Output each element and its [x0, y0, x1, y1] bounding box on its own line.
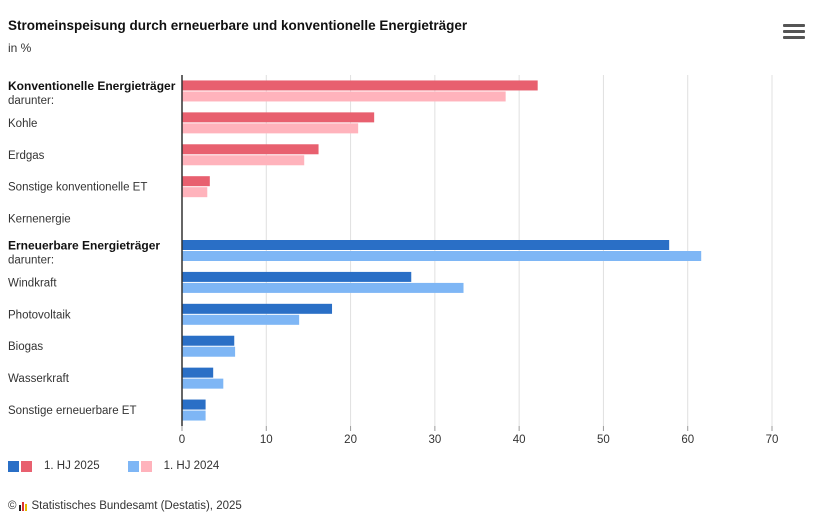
chart-legend: 1. HJ 2025 1. HJ 2024	[8, 460, 247, 472]
x-tick-label: 20	[344, 434, 357, 446]
x-tick-label: 40	[513, 434, 526, 446]
bar-2024	[182, 410, 206, 421]
bar-2025	[182, 176, 210, 187]
legend-swatch-conventional-2024	[140, 460, 152, 472]
bar-2025	[182, 112, 375, 123]
bar-2025	[182, 271, 412, 282]
bar-2024	[182, 91, 506, 102]
bar-2025	[182, 240, 670, 250]
legend-item-2025[interactable]: 1. HJ 2025	[8, 460, 100, 472]
source-text: Statistisches Bundesamt (Destatis), 2025	[31, 500, 242, 512]
destatis-logo-icon	[19, 501, 28, 511]
legend-item-2024[interactable]: 1. HJ 2024	[127, 460, 220, 472]
legend-label-2025: 1. HJ 2025	[44, 460, 100, 472]
legend-swatch-renewable-2024	[127, 460, 139, 472]
category-label: Erdgas	[8, 150, 45, 162]
bar-2024	[182, 314, 300, 325]
chart-subtitle: in %	[8, 41, 32, 55]
x-tick-label: 0	[179, 434, 185, 446]
bar-chart: 0 10 20 30 40 50 60 70 Konventionelle Energieträ…	[8, 75, 779, 446]
legend-swatch-conventional-2025	[21, 460, 32, 472]
category-sublabel: darunter:	[8, 255, 54, 267]
source-footer: © Statistisches Bundesamt (Destatis), 20…	[8, 500, 242, 512]
category-label: Windkraft	[8, 277, 57, 289]
bar-2025	[182, 367, 214, 378]
category-label: Sonstige konventionelle ET	[8, 182, 147, 194]
x-tick-label: 10	[260, 434, 273, 446]
bar-2024	[182, 346, 236, 357]
bar-2025	[182, 399, 206, 410]
legend-swatch-renewable-2025	[8, 460, 19, 472]
category-label: Kohle	[8, 118, 37, 130]
bar-2024	[182, 378, 224, 389]
x-tick-label: 50	[597, 434, 610, 446]
category-sublabel: darunter:	[8, 95, 54, 107]
category-label: Konventionelle Energieträger	[8, 79, 176, 93]
x-tick-label: 30	[428, 434, 441, 446]
category-label: Erneuerbare Energieträger	[8, 239, 160, 253]
menu-icon-bar	[783, 36, 805, 39]
x-tick-label: 60	[681, 434, 694, 446]
chart-title: Stromeinspeisung durch erneuerbare und k…	[8, 18, 468, 33]
bar-2025	[182, 335, 235, 346]
legend-label-2024: 1. HJ 2024	[163, 460, 220, 472]
bar-2025	[182, 80, 538, 91]
x-tick-label: 70	[766, 434, 779, 446]
menu-icon-bar	[783, 24, 805, 27]
category-label: Wasserkraft	[8, 373, 70, 385]
chart-menu-button[interactable]	[783, 24, 805, 42]
category-label: Sonstige erneuerbare ET	[8, 405, 137, 417]
bar-2024	[182, 155, 305, 166]
category-label: Photovoltaik	[8, 309, 71, 321]
bar-2025	[182, 303, 333, 314]
copyright-symbol: ©	[8, 500, 17, 512]
category-label: Biogas	[8, 341, 43, 353]
bar-2024	[182, 251, 702, 261]
bar-2025	[182, 144, 319, 155]
category-label: Kernenergie	[8, 214, 71, 226]
bar-2024	[182, 123, 359, 134]
menu-icon-bar	[783, 30, 805, 33]
bar-2024	[182, 282, 464, 293]
bar-2024	[182, 187, 208, 198]
